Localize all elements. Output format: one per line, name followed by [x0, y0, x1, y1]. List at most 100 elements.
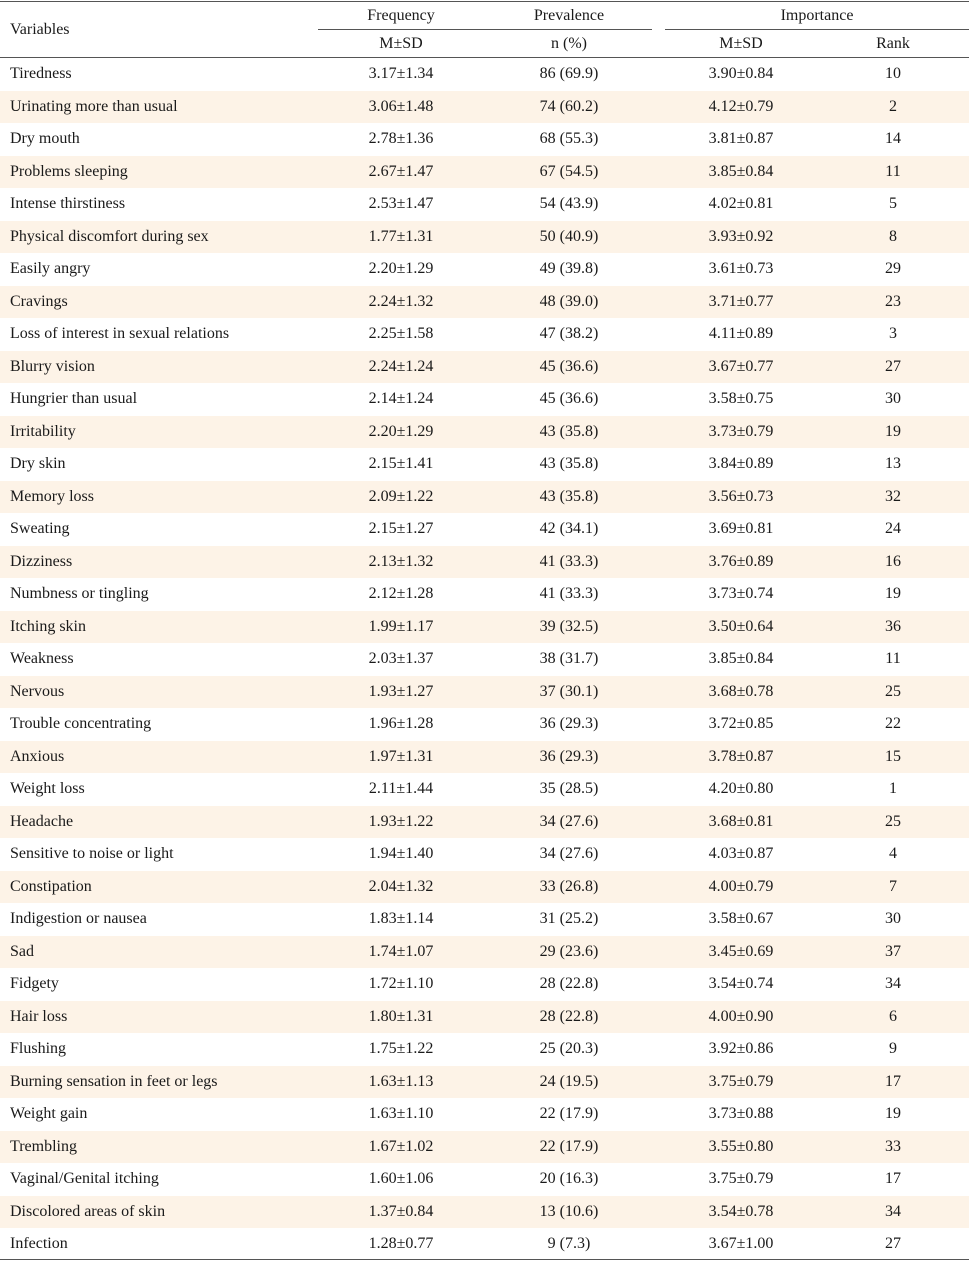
cell-prevalence: 35 (28.5)	[539, 780, 599, 797]
header-importance: Importance	[780, 7, 854, 24]
cell-prevalence: 43 (35.8)	[539, 422, 599, 440]
cell-variable: Dizziness	[10, 552, 73, 570]
cell-importance: 3.54±0.74	[708, 975, 774, 992]
header-group-rule-freq-prev	[318, 29, 652, 30]
cell-rank: 11	[885, 650, 901, 667]
cell-prevalence: 68 (55.3)	[539, 130, 599, 147]
table-row: Numbness or tingling 2.12±1.28 41 (33.3) 3.…	[0, 578, 969, 611]
table-row: Weight gain 1.63±1.10 22 (17.9) 3.73±0.88 19	[0, 1098, 969, 1131]
cell-prevalence: 36 (29.3)	[539, 747, 599, 765]
cell-variable: Infection	[10, 1235, 68, 1252]
cell-prevalence: 49 (39.8)	[539, 260, 599, 277]
cell-frequency: 3.17±1.34	[368, 65, 434, 82]
cell-variable: Memory loss	[10, 487, 94, 505]
cell-rank: 34	[885, 1202, 901, 1220]
cell-prevalence: 25 (20.3)	[539, 1040, 599, 1057]
cell-frequency: 1.97±1.31	[368, 747, 434, 765]
cell-variable: Burning sensation in feet or legs	[10, 1072, 218, 1090]
cell-variable: Weight gain	[10, 1105, 88, 1122]
cell-rank: 33	[885, 1137, 901, 1155]
cell-variable: Constipation	[10, 877, 92, 895]
cell-rank: 7	[889, 877, 897, 895]
table-row: Sweating 2.15±1.27 42 (34.1) 3.69±0.81 24	[0, 513, 969, 546]
table-row: Weakness 2.03±1.37 38 (31.7) 3.85±0.84 11	[0, 643, 969, 676]
cell-variable: Urinating more than usual	[10, 97, 178, 115]
cell-prevalence: 22 (17.9)	[539, 1137, 599, 1155]
cell-importance: 3.61±0.73	[708, 260, 774, 277]
table-row: Indigestion or nausea 1.83±1.14 31 (25.2) 3…	[0, 903, 969, 936]
cell-importance: 3.78±0.87	[708, 747, 774, 765]
cell-importance: 3.68±0.78	[708, 682, 774, 700]
cell-prevalence: 45 (36.6)	[539, 390, 599, 407]
cell-frequency: 1.99±1.17	[368, 617, 434, 635]
cell-prevalence: 50 (40.9)	[539, 227, 599, 245]
cell-frequency: 2.13±1.32	[368, 552, 434, 570]
cell-rank: 27	[885, 357, 901, 375]
cell-frequency: 2.24±1.24	[368, 357, 434, 375]
table-row: Intense thirstiness 2.53±1.47 54 (43.9) 4.0…	[0, 188, 969, 221]
cell-variable: Sensitive to noise or light	[10, 845, 174, 862]
table-row: Hair loss 1.80±1.31 28 (22.8) 4.00±0.90 6	[0, 1000, 969, 1033]
cell-prevalence: 33 (26.8)	[539, 877, 599, 895]
table-row: Nervous 1.93±1.27 37 (30.1) 3.68±0.78 25	[0, 675, 969, 708]
table-bottom-rule	[0, 1259, 969, 1260]
table-row: Urinating more than usual 3.06±1.48 74 (60…	[0, 90, 969, 123]
cell-prevalence: 22 (17.9)	[539, 1105, 599, 1122]
table-row: Itching skin 1.99±1.17 39 (32.5) 3.50±0.64 3…	[0, 610, 969, 643]
cell-importance: 4.20±0.80	[708, 780, 774, 797]
cell-rank: 1	[889, 780, 897, 797]
cell-prevalence: 20 (16.3)	[539, 1170, 599, 1187]
cell-rank: 6	[889, 1007, 897, 1025]
cell-rank: 29	[885, 260, 901, 277]
cell-frequency: 2.09±1.22	[368, 487, 434, 505]
cell-prevalence: 74 (60.2)	[539, 97, 599, 115]
cell-importance: 3.73±0.88	[708, 1105, 774, 1122]
header-prevalence: Prevalence	[533, 7, 605, 24]
table-row: Memory loss 2.09±1.22 43 (35.8) 3.56±0.73 32	[0, 480, 969, 513]
cell-prevalence: 29 (23.6)	[539, 942, 599, 960]
cell-variable: Irritability	[10, 422, 76, 440]
cell-frequency: 2.14±1.24	[368, 390, 434, 407]
cell-variable: Anxious	[10, 747, 65, 765]
cell-prevalence: 54 (43.9)	[539, 195, 599, 212]
cell-frequency: 1.72±1.10	[368, 975, 434, 992]
cell-variable: Tiredness	[10, 65, 72, 82]
cell-rank: 10	[885, 65, 901, 82]
header-frequency: Frequency	[367, 7, 435, 24]
cell-importance: 3.55±0.80	[708, 1137, 774, 1155]
cell-prevalence: 86 (69.9)	[539, 65, 599, 82]
cell-prevalence: 41 (33.3)	[539, 552, 599, 570]
table-row: Burning sensation in feet or legs 1.63±1.…	[0, 1065, 969, 1098]
table-row: Cravings 2.24±1.32 48 (39.0) 3.71±0.77 23	[0, 285, 969, 318]
cell-importance: 4.00±0.79	[708, 877, 774, 895]
cell-frequency: 1.75±1.22	[368, 1040, 434, 1057]
cell-importance: 3.75±0.79	[708, 1072, 774, 1090]
cell-variable: Itching skin	[10, 617, 86, 635]
table-body: Tiredness 3.17±1.34 86 (69.9) 3.90±0.84 10 Ur…	[0, 58, 969, 1261]
cell-frequency: 1.96±1.28	[368, 715, 434, 732]
table-row: Trouble concentrating 1.96±1.28 36 (29.3) 3…	[0, 708, 969, 741]
cell-variable: Vaginal/Genital itching	[10, 1170, 159, 1187]
table-row: Flushing 1.75±1.22 25 (20.3) 3.92±0.86 9	[0, 1033, 969, 1066]
cell-frequency: 2.04±1.32	[368, 877, 434, 895]
cell-frequency: 1.93±1.22	[368, 812, 434, 830]
cell-rank: 9	[889, 1040, 897, 1057]
table-row: Loss of interest in sexual relations 2.25…	[0, 318, 969, 351]
cell-importance: 3.81±0.87	[708, 130, 774, 147]
cell-prevalence: 28 (22.8)	[539, 975, 599, 992]
cell-frequency: 2.20±1.29	[368, 260, 434, 277]
cell-rank: 23	[885, 292, 901, 310]
cell-rank: 5	[889, 195, 897, 212]
cell-rank: 32	[885, 487, 901, 505]
cell-importance: 4.00±0.90	[708, 1007, 774, 1025]
cell-frequency: 2.67±1.47	[368, 162, 434, 180]
cell-prevalence: 13 (10.6)	[539, 1202, 599, 1220]
cell-frequency: 2.11±1.44	[368, 780, 434, 797]
cell-frequency: 1.74±1.07	[368, 942, 434, 960]
cell-frequency: 2.24±1.32	[368, 292, 434, 310]
cell-rank: 11	[885, 162, 901, 180]
cell-frequency: 3.06±1.48	[368, 97, 434, 115]
cell-variable: Nervous	[10, 682, 65, 700]
cell-importance: 3.72±0.85	[708, 715, 774, 732]
cell-frequency: 1.80±1.31	[368, 1007, 434, 1025]
